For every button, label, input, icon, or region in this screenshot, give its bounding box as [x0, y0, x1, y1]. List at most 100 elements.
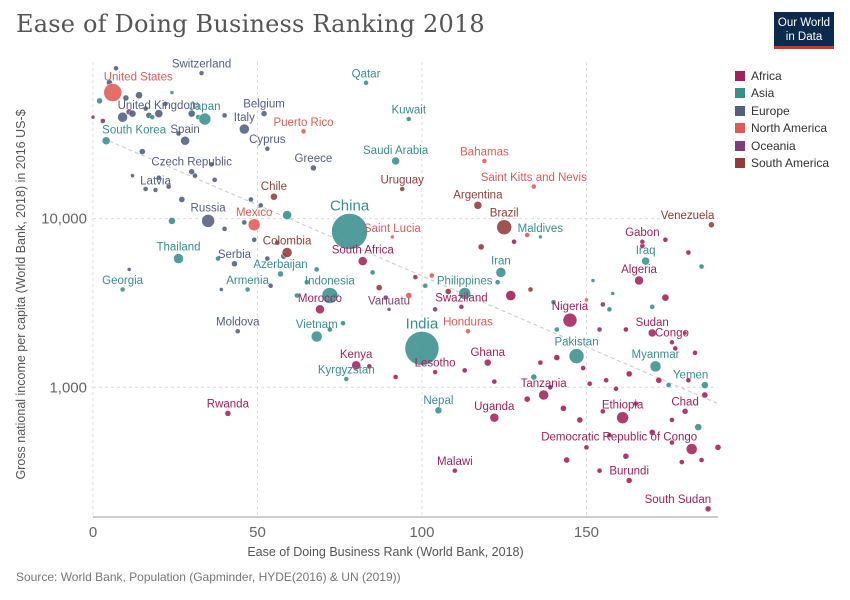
point-ghana[interactable]: [483, 358, 492, 367]
point-chile[interactable]: [270, 192, 278, 201]
point-africa-72[interactable]: [623, 326, 629, 333]
point-cyprus[interactable]: [264, 145, 271, 152]
point-serbia[interactable]: [231, 260, 238, 268]
point-europe-33[interactable]: [221, 226, 228, 232]
point-africa-85[interactable]: [587, 380, 593, 387]
point-mexico[interactable]: [247, 218, 261, 232]
point-europe-19[interactable]: [139, 148, 146, 155]
point-iraq[interactable]: [641, 256, 650, 266]
point-africa-94[interactable]: [600, 408, 606, 415]
point-africa-68[interactable]: [685, 249, 692, 256]
point-china[interactable]: [331, 213, 368, 250]
legend-item-asia[interactable]: Asia: [735, 85, 829, 103]
point-kyrgyzstan[interactable]: [343, 376, 350, 382]
point-switzerland[interactable]: [198, 70, 205, 76]
point-europe-4[interactable]: [122, 94, 130, 102]
point-india[interactable]: [404, 331, 440, 366]
point-south-america-53[interactable]: [445, 288, 452, 295]
point-africa-79[interactable]: [537, 359, 544, 366]
point-europe-15[interactable]: [187, 109, 196, 118]
point-asia-63[interactable]: [606, 306, 613, 313]
point-lesotho[interactable]: [432, 369, 438, 375]
point-moldova[interactable]: [234, 328, 241, 334]
point-argentina[interactable]: [473, 201, 483, 210]
point-maldives[interactable]: [538, 234, 543, 240]
point-africa-104[interactable]: [698, 457, 705, 463]
point-africa-89[interactable]: [685, 377, 692, 383]
legend-item-europe[interactable]: Europe: [735, 102, 829, 120]
point-asia-30[interactable]: [282, 210, 292, 220]
point-oceania-62[interactable]: [600, 301, 606, 308]
point-africa-107[interactable]: [596, 467, 603, 474]
point-asia-42[interactable]: [294, 292, 300, 299]
point-europe-22[interactable]: [212, 177, 218, 183]
point-asia-31[interactable]: [168, 217, 176, 225]
point-democratic-republic-of-congo[interactable]: [685, 443, 698, 455]
point-georgia[interactable]: [119, 286, 126, 293]
point-europe-8[interactable]: [142, 105, 149, 112]
point-europe-28[interactable]: [248, 196, 254, 203]
point-asia-88[interactable]: [665, 382, 672, 388]
point-nepal[interactable]: [434, 406, 443, 415]
point-nigeria[interactable]: [562, 312, 578, 328]
point-south-korea[interactable]: [101, 136, 111, 145]
point-algeria[interactable]: [634, 275, 644, 286]
point-japan[interactable]: [198, 112, 212, 126]
point-indonesia[interactable]: [321, 287, 339, 304]
point-pakistan[interactable]: [568, 348, 585, 364]
point-oceania-114[interactable]: [432, 306, 438, 313]
point-africa-90[interactable]: [701, 391, 709, 399]
point-italy[interactable]: [239, 123, 250, 135]
point-vanuatu[interactable]: [386, 307, 392, 312]
point-iran[interactable]: [495, 267, 507, 278]
point-africa-102[interactable]: [669, 439, 675, 446]
point-africa-57[interactable]: [505, 290, 516, 301]
point-chad[interactable]: [681, 408, 689, 415]
point-czech-republic[interactable]: [188, 168, 195, 175]
point-europe-20[interactable]: [192, 172, 198, 179]
point-asia-49[interactable]: [422, 283, 428, 289]
point-europe-7[interactable]: [135, 91, 143, 99]
point-europe-12[interactable]: [162, 101, 169, 107]
point-armenia[interactable]: [244, 286, 251, 293]
point-europe-37[interactable]: [264, 255, 271, 262]
point-asia-112[interactable]: [327, 326, 333, 333]
point-europe-25[interactable]: [142, 186, 149, 192]
point-sudan[interactable]: [647, 328, 657, 338]
point-africa-106[interactable]: [622, 453, 630, 460]
point-oceania-52[interactable]: [383, 294, 389, 301]
point-north-america-61[interactable]: [584, 297, 589, 303]
point-africa-93[interactable]: [576, 416, 584, 424]
point-europe-26[interactable]: [178, 196, 186, 203]
point-asia-46[interactable]: [369, 269, 376, 276]
point-europe-34[interactable]: [251, 237, 257, 243]
point-asia-113[interactable]: [340, 320, 346, 326]
point-africa-86[interactable]: [613, 386, 619, 392]
point-venezuela[interactable]: [708, 221, 715, 229]
point-oceania-1[interactable]: [100, 118, 106, 124]
point-asia-58[interactable]: [494, 279, 501, 285]
point-morocco[interactable]: [315, 304, 325, 315]
point-asia-65[interactable]: [590, 278, 596, 283]
point-uruguay[interactable]: [399, 186, 405, 192]
point-asia-41[interactable]: [313, 266, 320, 273]
point-asia-10[interactable]: [149, 114, 155, 120]
point-north-america-50[interactable]: [429, 272, 435, 279]
point-oceania-18[interactable]: [90, 114, 96, 120]
point-asia-38[interactable]: [215, 255, 221, 262]
point-europe-35[interactable]: [274, 240, 280, 246]
point-asia-75[interactable]: [554, 326, 560, 333]
point-united-kingdom[interactable]: [117, 111, 128, 123]
point-swaziland[interactable]: [458, 304, 465, 310]
point-africa-105[interactable]: [679, 459, 685, 465]
legend-item-north-america[interactable]: North America: [735, 120, 829, 138]
point-asia-13[interactable]: [169, 90, 175, 95]
legend-item-africa[interactable]: Africa: [735, 67, 829, 85]
point-africa-77[interactable]: [692, 350, 698, 356]
point-europe-14[interactable]: [175, 130, 182, 137]
point-asia-83[interactable]: [530, 373, 537, 381]
point-asia-97[interactable]: [694, 423, 702, 431]
point-africa-80[interactable]: [580, 365, 586, 371]
point-africa-91[interactable]: [524, 395, 531, 403]
point-europe-43[interactable]: [219, 287, 224, 292]
